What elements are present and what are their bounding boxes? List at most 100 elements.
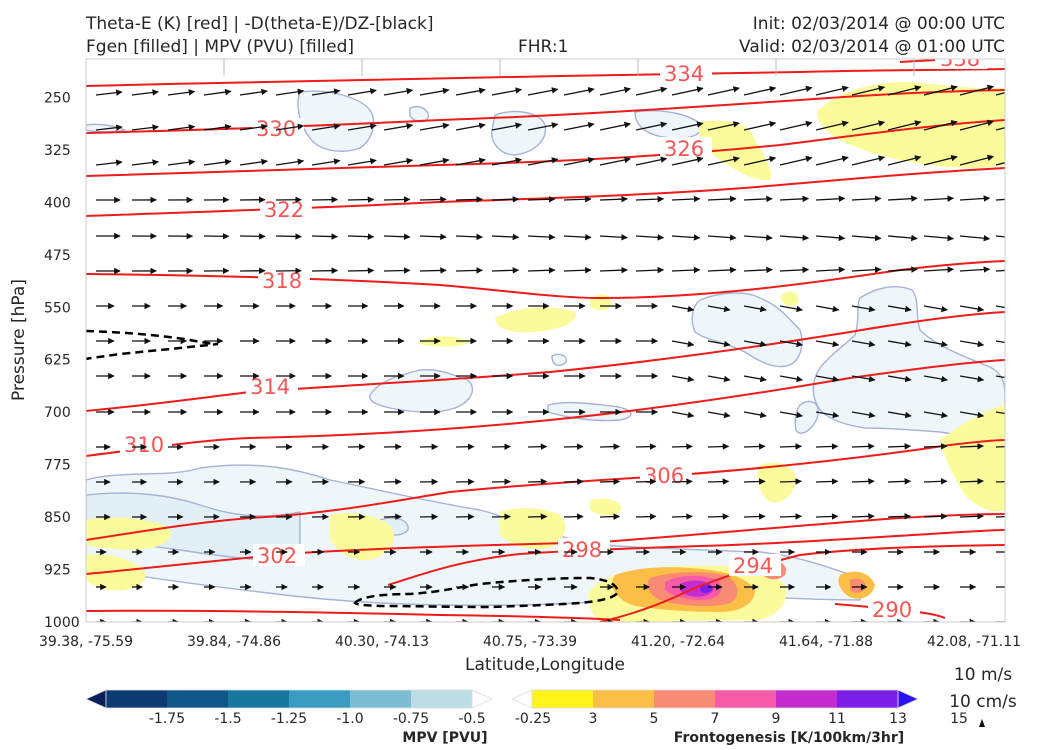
wind-arrow [743, 195, 773, 203]
wind-arrow [743, 478, 766, 485]
wind-arrow [959, 305, 985, 313]
wind-arrow [95, 89, 123, 96]
wind-arrow [779, 513, 802, 520]
wind-arrow [527, 122, 559, 131]
wind-arrow [743, 375, 767, 383]
wind-arrow [527, 87, 559, 96]
wind-arrow [851, 411, 876, 419]
wind-arrow [599, 121, 631, 131]
wind-arrow [743, 411, 767, 419]
theta-e-298 [387, 529, 1005, 586]
y-axis: 250 325 400 475 550 625 700 775 850 925 1000 [44, 90, 80, 631]
wind-arrow [671, 375, 695, 383]
y-tick-label: 925 [44, 563, 71, 579]
wind-arrow [95, 159, 123, 166]
wind-arrow [887, 513, 912, 520]
wind-arrow [419, 196, 447, 203]
top-ticks [223, 59, 915, 76]
wind-arrow [419, 267, 447, 274]
colorbar-min-arrow [511, 689, 533, 709]
wind-arrow [743, 305, 767, 313]
wind-arrow [491, 157, 523, 166]
wind-arrow [815, 120, 849, 131]
colorbar-segment [167, 690, 229, 708]
wind-arrow [887, 305, 912, 313]
wind-arrow [851, 195, 882, 202]
wind-arrow [203, 88, 232, 96]
theta-e-310 [86, 359, 1005, 457]
wind-arrow [419, 233, 447, 241]
colorbar-segment [532, 690, 594, 708]
colorbar-max-arrow [471, 689, 493, 709]
y-axis-label: Pressure [hPa] [9, 279, 29, 401]
wind-arrow [419, 87, 450, 96]
wind-arrow [635, 478, 657, 485]
y-tick-label: 625 [44, 353, 71, 369]
wind-arrow [131, 159, 159, 166]
wind-arrow [671, 121, 704, 131]
colorbar-tick-label: -1.25 [271, 711, 307, 727]
wind-arrow [779, 266, 810, 274]
wind-arrow [491, 122, 523, 131]
wind-arrow [671, 305, 695, 313]
wind-arrow [743, 513, 766, 520]
wind-arrow [743, 266, 773, 274]
wind-arrow [347, 123, 377, 131]
wind-arrow [239, 123, 268, 131]
wind-arrow [707, 195, 737, 203]
colorbar-tick-label: 11 [828, 711, 846, 727]
wind-arrow [923, 119, 958, 131]
wind-arrow [815, 443, 839, 450]
wind-arrow [599, 234, 628, 241]
wind-arrow [995, 480, 1005, 483]
wind-arrow [455, 87, 486, 96]
colorbar-segment [776, 690, 838, 708]
x-tick-label: 39.84, -74.86 [187, 634, 281, 650]
wind-arrow [887, 85, 922, 96]
wind-arrow [959, 154, 995, 166]
init-time: Init: 02/03/2014 @ 00:00 UTC [752, 14, 1005, 34]
x-tick-label: 41.20, -72.64 [631, 634, 725, 650]
wind-arrow [671, 443, 693, 450]
wind-arrow [455, 233, 483, 241]
mpv-colorbar: -1.75 -1.5 -1.25 -1.0 -0.75 -0.5 -0.25 [85, 689, 551, 727]
wind-arrow [779, 85, 813, 96]
y-tick-label: 400 [44, 195, 71, 211]
colorbar-segment [411, 690, 473, 708]
colorbar-tick-label: 13 [889, 711, 907, 727]
wind-arrow [995, 161, 1005, 166]
y-tick-label: 325 [44, 143, 71, 159]
wind-arrow [851, 85, 886, 96]
wind-arrow [275, 88, 305, 96]
wind-legend-horizontal: 10 m/s [954, 665, 1012, 685]
wind-arrow [131, 89, 159, 96]
wind-arrow [527, 196, 556, 203]
wind-arrow [599, 443, 621, 450]
wind-arrow [815, 155, 849, 166]
wind-arrow [887, 443, 912, 450]
wind-arrow [671, 195, 701, 203]
colorbar-tick-label: -0.75 [393, 711, 429, 727]
wind-arrow [563, 156, 595, 166]
wind-arrow [743, 155, 777, 166]
wind-arrow [599, 478, 621, 485]
x-axis: 39.38, -75.59 39.84, -74.86 40.30, -74.13 4… [39, 634, 1021, 650]
wind-arrow [995, 515, 1005, 518]
theta-e-318 [86, 260, 1005, 300]
wind-arrow [383, 87, 414, 96]
colorbar-min-arrow [85, 689, 107, 709]
wind-arrow [239, 88, 268, 96]
wind-arrow [959, 119, 995, 131]
wind-arrow [491, 87, 523, 96]
wind-arrow [635, 86, 668, 96]
wind-arrow [563, 121, 595, 131]
wind-arrow [275, 158, 305, 166]
wind-arrow [383, 196, 411, 203]
theta-e-290a [86, 609, 621, 621]
contour-label-318: 318 [262, 269, 302, 293]
wind-arrow [707, 86, 740, 96]
wind-arrow [635, 513, 657, 520]
wind-arrow [707, 121, 740, 131]
theta-e-labels: 338 334 330 326 322 318 314 310 306 302 … [120, 59, 987, 622]
y-tick-label: 550 [44, 300, 71, 316]
